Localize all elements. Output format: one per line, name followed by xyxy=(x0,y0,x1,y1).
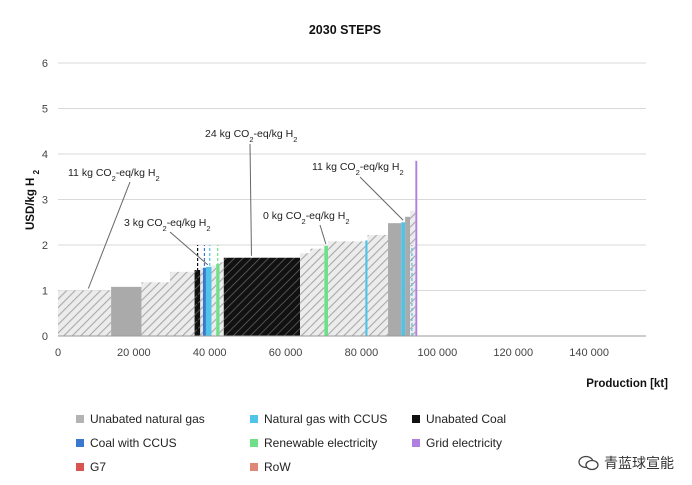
y-tick-label: 6 xyxy=(42,58,48,70)
legend-swatch xyxy=(412,439,420,447)
x-tick-label: 120 000 xyxy=(493,347,533,359)
bar-ung xyxy=(405,216,411,336)
annotation-leader xyxy=(87,181,131,289)
y-tick-label: 3 xyxy=(42,195,48,207)
bar-grid xyxy=(415,160,418,336)
x-tick-label: 100 000 xyxy=(417,347,457,359)
legend-item-coal: Unabated Coal xyxy=(412,412,506,426)
legend-label: Unabated Coal xyxy=(426,412,507,426)
bar-ung xyxy=(410,210,416,336)
bar-segments xyxy=(58,160,418,336)
legend-swatch xyxy=(412,415,420,423)
legend-item-ren: Renewable electricity xyxy=(250,436,377,450)
annotation-label: 3 kg CO2-eq/kg H2 xyxy=(124,217,211,233)
annotation-label: 11 kg CO2-eq/kg H2 xyxy=(68,167,160,183)
legend-item-row: RoW xyxy=(250,460,291,474)
legend-label: Natural gas with CCUS xyxy=(264,412,388,426)
bar-ren xyxy=(324,245,329,336)
legend-item-g7: G7 xyxy=(76,460,106,474)
bar-ung xyxy=(111,286,142,336)
x-tick-label: 60 000 xyxy=(269,347,303,359)
legend-label: RoW xyxy=(264,460,291,474)
bar-ung xyxy=(310,248,325,336)
legend-label: Renewable electricity xyxy=(264,436,378,450)
annotation-label: 0 kg CO2-eq/kg H2 xyxy=(263,210,350,226)
legend-swatch xyxy=(250,439,258,447)
bar-coalccus xyxy=(202,267,206,336)
legend-item-ngccus: Natural gas with CCUS xyxy=(250,412,387,426)
legend-label: G7 xyxy=(90,460,107,474)
y-axis-label-subscript: 2 xyxy=(32,169,41,174)
gridlines xyxy=(58,62,646,291)
legend-swatch xyxy=(76,463,84,471)
bar-ung xyxy=(141,282,170,336)
axes: 0 1 2 3 4 5 6 0 20 000 40 000 60 000 80 000 100 000 1… xyxy=(42,58,646,359)
chart-title: 2030 STEPS xyxy=(309,23,381,37)
bar-ung xyxy=(300,253,311,336)
legend-label: Unabated natural gas xyxy=(90,412,205,426)
y-axis-label: USD/kg H xyxy=(25,178,37,230)
x-axis-title: Production [kt] xyxy=(586,378,668,390)
watermark-text: 青蓝球宣能 xyxy=(604,455,674,471)
legend-swatch xyxy=(76,439,84,447)
bar-ung xyxy=(328,241,366,336)
legend-label: Grid electricity xyxy=(426,436,503,450)
legend-swatch xyxy=(250,463,258,471)
x-tick-label: 20 000 xyxy=(117,347,151,359)
legend-swatch xyxy=(76,415,84,423)
annotation-leader xyxy=(169,231,209,266)
annotation-leader xyxy=(359,176,404,221)
y-tick-label: 1 xyxy=(42,286,48,298)
y-tick-label: 5 xyxy=(42,104,48,116)
bar-ung xyxy=(219,262,224,336)
bar-ung xyxy=(169,271,195,336)
y-tick-label: 0 xyxy=(42,331,48,343)
bar-ung xyxy=(367,234,389,336)
bar-ngccus xyxy=(205,266,212,336)
annotation-label: 24 kg CO2-eq/kg H2 xyxy=(205,128,297,144)
watermark: 青蓝球宣能 xyxy=(578,453,674,473)
legend-swatch xyxy=(250,415,258,423)
legend-item-ung: Unabated natural gas xyxy=(76,412,205,426)
legend-item-grid: Grid electricity xyxy=(412,436,502,450)
x-tick-label: 0 xyxy=(55,347,61,359)
bar-coal xyxy=(223,257,301,336)
legend-label: Coal with CCUS xyxy=(90,436,177,450)
x-tick-label: 40 000 xyxy=(193,347,227,359)
annotation-leader xyxy=(319,224,327,245)
legend-item-coalccus: Coal with CCUS xyxy=(76,436,177,450)
bar-ung xyxy=(388,223,402,336)
dashed-markers xyxy=(197,245,413,336)
x-tick-label: 140 000 xyxy=(569,347,609,359)
y-axis-title: USD/kg H 2 xyxy=(25,169,41,230)
bar-ung xyxy=(211,265,217,336)
bar-ung xyxy=(58,290,112,336)
annotations: 11 kg CO2-eq/kg H2 3 kg CO2-eq/kg H2 24 kg… xyxy=(68,128,404,289)
annotation-label: 11 kg CO2-eq/kg H2 xyxy=(312,161,404,177)
y-tick-label: 4 xyxy=(42,149,48,161)
wechat-icon xyxy=(578,455,599,471)
annotation-leader xyxy=(249,143,252,256)
y-tick-label: 2 xyxy=(42,240,48,252)
cost-curve-chart: 2030 STEPS 11 kg CO2-eq/kg H2 3 kg CO2-eq… xyxy=(25,23,668,390)
x-tick-label: 80 000 xyxy=(345,347,379,359)
bar-ung xyxy=(200,267,203,336)
